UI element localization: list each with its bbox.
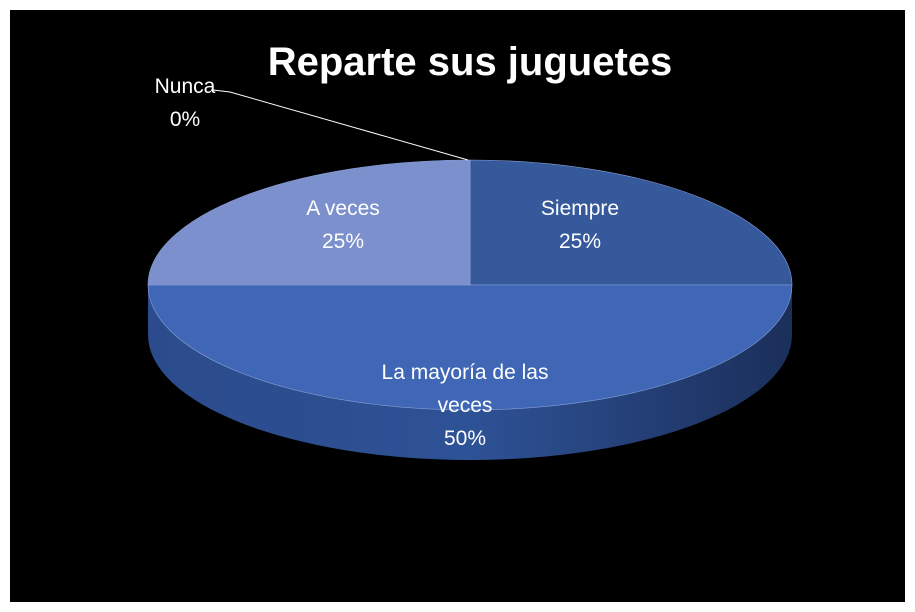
slice-label-value: 50%: [443, 427, 487, 450]
pie-slice: [147, 159, 471, 286]
slice-label-name: A veces: [306, 197, 380, 220]
slice-label-name: La mayoría de las veces: [381, 361, 549, 417]
pie-side: [148, 285, 792, 460]
pie-slice: [469, 159, 793, 286]
slice-label: Siempre 25%: [510, 192, 650, 258]
slice-label-name: Siempre: [540, 197, 620, 220]
leader-line: [212, 89, 469, 161]
slice-label: Nunca 0%: [115, 70, 255, 136]
pie-slice: [147, 284, 793, 411]
slice-label: A veces 25%: [273, 192, 413, 258]
slice-label-value: 25%: [321, 230, 365, 253]
slice-label-value: 0%: [169, 108, 201, 131]
slice-label-value: 25%: [558, 230, 602, 253]
slice-label-name: Nunca: [154, 75, 216, 98]
slice-label: La mayoría de las veces 50%: [365, 356, 565, 455]
chart-title: Reparte sus juguetes: [267, 40, 673, 84]
